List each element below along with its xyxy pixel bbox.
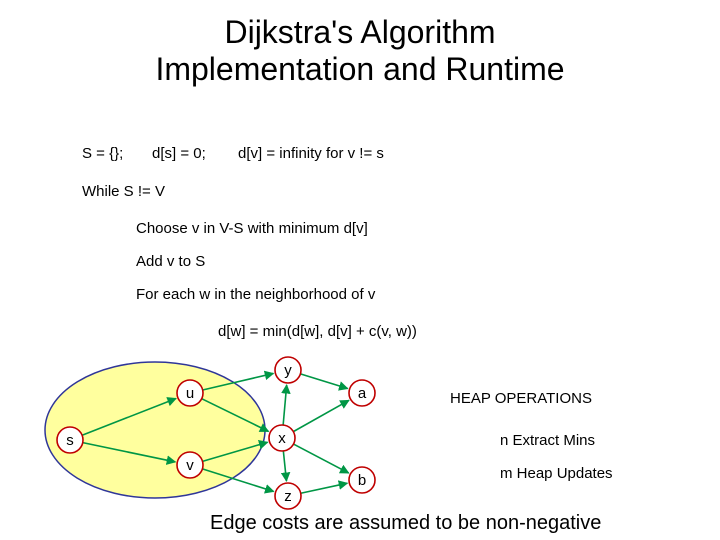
node-label-u: u bbox=[186, 385, 194, 402]
node-label-s: s bbox=[66, 432, 74, 449]
edge-x-y bbox=[283, 385, 287, 425]
graph-diagram: s u v x y z a b bbox=[0, 0, 720, 540]
edge-x-b bbox=[294, 444, 349, 473]
edge-y-a bbox=[300, 374, 347, 389]
edge-x-a bbox=[293, 400, 349, 431]
node-label-v: v bbox=[186, 457, 194, 474]
node-label-a: a bbox=[358, 385, 367, 402]
node-label-b: b bbox=[358, 472, 366, 489]
node-label-y: y bbox=[284, 362, 292, 379]
node-label-x: x bbox=[278, 430, 286, 447]
node-label-z: z bbox=[284, 488, 292, 505]
edge-x-z bbox=[283, 451, 286, 481]
edge-z-b bbox=[301, 483, 348, 493]
